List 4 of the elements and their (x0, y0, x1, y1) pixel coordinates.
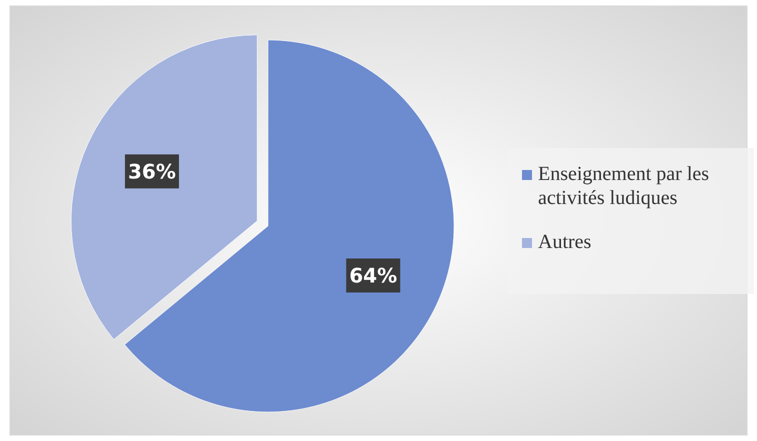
slice-label: Enseignement par les activités ludiques (538, 163, 710, 209)
data-label: 36% (128, 160, 176, 184)
data-label: 64% (349, 264, 398, 288)
legend-label: Autres (538, 231, 592, 253)
